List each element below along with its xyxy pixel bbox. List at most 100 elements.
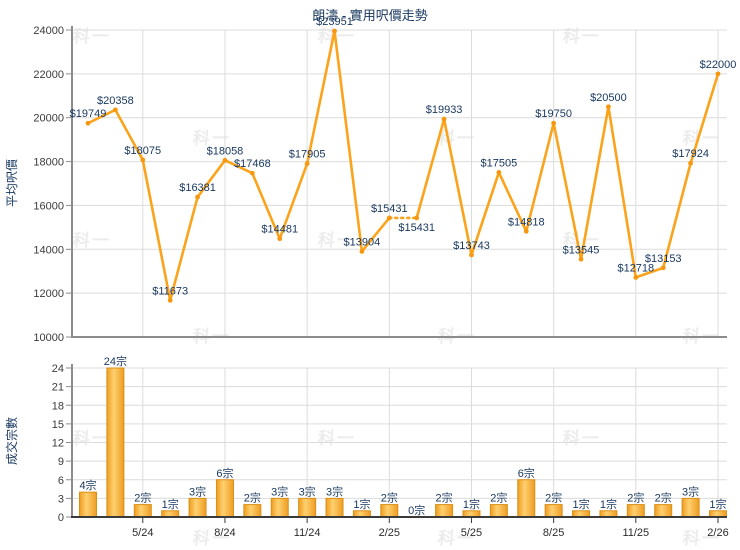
transaction-bar <box>380 504 399 518</box>
y-tick-label: 24000 <box>33 25 64 37</box>
point-value-label: $12718 <box>617 262 654 274</box>
bar-value-label: 1宗 <box>162 497 179 511</box>
bar-value-label: 6宗 <box>518 466 535 480</box>
price-line-segment <box>415 117 446 220</box>
price-line-segment <box>552 121 583 261</box>
price-line-segment <box>305 29 336 165</box>
transaction-bar <box>79 491 97 518</box>
transaction-bar <box>243 504 262 518</box>
bar-value-label: 3宗 <box>326 484 343 498</box>
data-point <box>140 157 146 163</box>
price-line-segment <box>278 162 309 241</box>
data-point <box>359 248 365 254</box>
y-tick-label: 22000 <box>33 69 64 81</box>
point-value-label: $13545 <box>563 244 600 256</box>
bar-value-label: 2宗 <box>545 491 562 505</box>
price-line-segment <box>524 121 555 233</box>
x-tick-label: 5/24 <box>132 527 153 539</box>
y-tick-label: 6 <box>58 475 64 487</box>
point-value-label: $13153 <box>645 253 682 265</box>
data-point <box>112 107 118 113</box>
price-line-segment <box>251 171 282 241</box>
x-tick-label: 2/25 <box>379 527 400 539</box>
transaction-bar <box>106 367 125 518</box>
price-line-segment <box>333 29 364 253</box>
point-value-label: $17468 <box>234 158 271 170</box>
y-tick-label: 20000 <box>33 113 64 125</box>
y-tick-label: 12000 <box>33 288 64 300</box>
transaction-bar <box>298 497 317 518</box>
price-line-segment <box>497 171 528 233</box>
data-point <box>332 28 337 34</box>
point-value-label: $11673 <box>152 285 188 297</box>
point-value-label: $18058 <box>207 145 244 157</box>
y-tick-label: 9 <box>58 456 64 468</box>
transaction-bar <box>188 497 207 518</box>
transaction-bar <box>270 497 289 518</box>
bar-value-label: 2宗 <box>655 491 672 505</box>
data-point <box>551 120 557 126</box>
x-tick-label: 2/26 <box>707 527 728 539</box>
data-point <box>222 157 228 163</box>
point-value-label: $18075 <box>124 145 161 157</box>
price-line-segment <box>661 161 692 270</box>
bar-value-label: 1宗 <box>709 497 726 511</box>
data-point <box>469 252 474 258</box>
data-point <box>715 71 721 77</box>
transaction-bar <box>435 504 454 518</box>
price-line-segment <box>689 72 720 165</box>
y-tick-label: 12 <box>52 438 64 450</box>
price-line-segment <box>114 108 145 162</box>
data-point <box>441 116 447 122</box>
price-line-segment <box>442 117 473 257</box>
page-title: 朗濤 - 實用呎價走勢 <box>312 8 428 23</box>
bar-value-label: 3宗 <box>299 484 316 498</box>
data-point <box>304 161 310 167</box>
point-value-label: $13904 <box>344 236 381 248</box>
y-tick-label: 0 <box>58 512 64 524</box>
y-tick-label: 15 <box>52 419 64 431</box>
point-value-label: $19750 <box>535 108 572 120</box>
bar-value-label: 2宗 <box>627 491 644 505</box>
bar-value-label: 1宗 <box>463 497 480 511</box>
transaction-bar <box>681 497 700 518</box>
bar-value-label: 1宗 <box>353 497 370 511</box>
data-point <box>386 215 392 221</box>
transaction-bar <box>626 504 645 518</box>
x-tick-label: 11/25 <box>622 527 649 539</box>
x-tick-label: 5/25 <box>461 527 482 539</box>
y-tick-label: 16000 <box>33 200 64 212</box>
x-tick-label: 8/24 <box>214 527 235 539</box>
bar-value-label: 2宗 <box>134 491 151 505</box>
price-line-segment <box>86 108 117 125</box>
bar-value-label: 4宗 <box>79 478 96 492</box>
point-value-label: $19933 <box>426 104 463 116</box>
price-line-segment <box>634 266 665 279</box>
bar-value-label: 3宗 <box>189 484 206 498</box>
bar-value-label: 2宗 <box>436 491 453 505</box>
y-tick-label: 24 <box>52 363 64 375</box>
y-tick-label: 14000 <box>33 244 64 256</box>
line-chart-area: 10000 12000 14000 16000 18000 20000 22000 24000… <box>33 16 736 344</box>
x-tick-label: 8/25 <box>543 527 564 539</box>
point-value-label: $15431 <box>398 222 435 234</box>
point-value-label: $19749 <box>70 108 107 120</box>
y-tick-label: 21 <box>52 382 64 394</box>
price-line-segment <box>223 158 254 175</box>
point-value-label: $14481 <box>261 224 298 236</box>
bar-value-label: 1宗 <box>572 497 589 511</box>
bar-value-label: 3宗 <box>682 484 699 498</box>
y-tick-label: 18000 <box>33 157 64 169</box>
bar-value-label: 24宗 <box>104 354 127 368</box>
transaction-bar <box>215 479 234 518</box>
point-value-label: $13743 <box>453 240 490 252</box>
data-point <box>167 297 173 303</box>
transaction-bar <box>544 504 563 518</box>
data-point <box>606 104 611 110</box>
data-point <box>249 170 255 176</box>
data-point <box>414 215 420 221</box>
point-value-label: $14818 <box>508 216 545 228</box>
transaction-bar <box>325 497 344 518</box>
